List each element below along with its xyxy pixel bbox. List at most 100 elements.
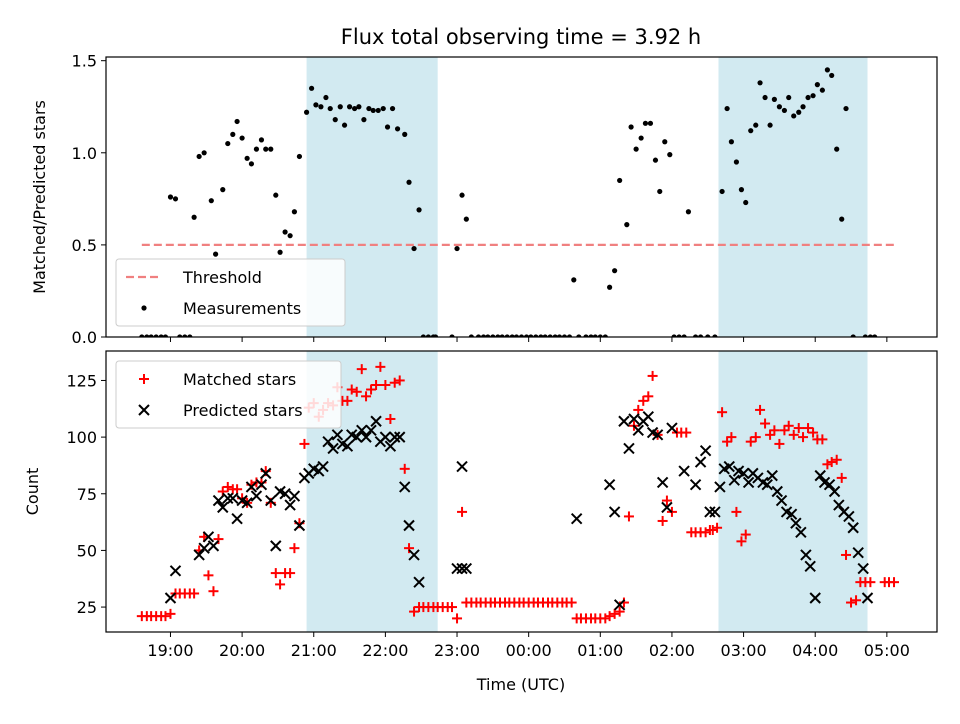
- x-b: [379, 431, 392, 443]
- x-b: [408, 549, 420, 561]
- matched-star-point: [371, 379, 382, 390]
- axes-frame: [105, 350, 938, 633]
- matched-star-point: [366, 384, 377, 395]
- x-b: [460, 562, 473, 575]
- measurement-point: [139, 334, 145, 337]
- matched-star-point: [736, 536, 747, 547]
- x-b: [274, 485, 286, 498]
- x-b: [818, 476, 831, 489]
- x-b: [771, 485, 783, 498]
- x-b: [694, 456, 707, 468]
- x-tick-label: 00:00: [506, 641, 552, 660]
- measurement-point: [291, 209, 298, 215]
- matched-star-point: [356, 364, 367, 375]
- measurement-point: [576, 334, 582, 337]
- matched-star-point: [623, 511, 634, 522]
- x-b: [399, 481, 411, 493]
- series-predicted-stars: [164, 411, 874, 611]
- measurement-point: [309, 85, 315, 91]
- measurement-point: [337, 104, 343, 110]
- predicted-star-point: [456, 562, 468, 575]
- measurement-point: [633, 146, 639, 152]
- measurement-point: [346, 104, 353, 110]
- matched-star-point: [750, 432, 761, 443]
- y-axis-label: Count: [23, 468, 42, 516]
- x-b: [231, 512, 243, 525]
- x-b: [169, 565, 182, 577]
- measurement-point: [523, 334, 530, 337]
- matched-star-point: [165, 608, 176, 619]
- measurement-point: [167, 194, 174, 200]
- measurement-point: [162, 334, 169, 337]
- legend-label: Measurements: [183, 299, 301, 318]
- x-b: [388, 431, 401, 443]
- measurement-point: [728, 139, 734, 145]
- x-b: [656, 476, 669, 489]
- x-b: [742, 476, 755, 489]
- x-b: [370, 415, 382, 427]
- matched-star-point: [299, 438, 310, 449]
- matched-star-point: [351, 386, 362, 397]
- x-tick-label: 20:00: [219, 641, 265, 660]
- x-b: [632, 424, 644, 437]
- matched-star-point: [285, 568, 296, 579]
- measurement-point: [542, 334, 548, 337]
- matched-star-point: [380, 379, 391, 390]
- predicted-star-point: [207, 540, 220, 552]
- predicted-star-point: [255, 478, 268, 491]
- matched-star-point: [346, 384, 357, 395]
- x-b: [241, 497, 253, 509]
- x-b: [761, 478, 773, 491]
- measurement-point: [662, 139, 668, 145]
- predicted-star-point: [451, 562, 463, 575]
- matched-star-point: [203, 570, 214, 581]
- predicted-star-point: [847, 522, 859, 534]
- matched-star-point: [609, 608, 620, 619]
- matched-star-point: [865, 577, 876, 588]
- x-tick-label: 02:00: [649, 641, 695, 660]
- measurement-point: [475, 334, 482, 337]
- measurement-point: [504, 334, 510, 337]
- measurement-point: [244, 155, 250, 161]
- x-b: [689, 478, 702, 491]
- panel-counts: 25 50 75 100 125 19:00 20:00 21:00 22:00 23:00 00:…: [23, 350, 938, 660]
- y-axis-label: Matched/Predicted stars: [30, 100, 49, 294]
- legend-matched-marker: [139, 374, 149, 384]
- measurement-point: [697, 334, 704, 337]
- predicted-star-point: [379, 431, 392, 443]
- legend-label: Threshold: [182, 268, 262, 287]
- x-b: [723, 460, 735, 473]
- x-b: [678, 465, 690, 477]
- predicted-star-point: [618, 415, 630, 427]
- x-b: [861, 592, 874, 604]
- x-b: [394, 431, 406, 443]
- predicted-star-point: [169, 565, 182, 577]
- y-tick-label: 0.0: [72, 328, 97, 347]
- predicted-star-point: [370, 415, 382, 427]
- y-tick-label: 125: [66, 371, 97, 390]
- y-tick-label: 0.5: [72, 236, 97, 255]
- x-b: [327, 442, 339, 455]
- predicted-star-point: [260, 467, 272, 480]
- predicted-star-point: [666, 422, 678, 434]
- measurement-point: [571, 277, 577, 283]
- measurement-point: [588, 334, 594, 337]
- measurement-point: [748, 128, 754, 134]
- matched-star-point: [289, 543, 300, 554]
- measurement-point: [313, 102, 319, 108]
- x-b: [456, 562, 468, 575]
- predicted-star-point: [689, 478, 702, 491]
- x-b: [843, 510, 855, 523]
- measurement-point: [805, 94, 811, 101]
- measurement-point: [862, 334, 868, 337]
- matched-star-point: [638, 395, 649, 406]
- measurement-point: [657, 188, 663, 195]
- x-b: [728, 474, 740, 486]
- x-b: [766, 469, 778, 482]
- matched-star-point: [760, 418, 771, 429]
- matched-star-point: [404, 543, 415, 554]
- x-b: [227, 492, 239, 505]
- x-b: [603, 478, 616, 491]
- predicted-star-point: [800, 549, 812, 561]
- x-b: [265, 494, 277, 507]
